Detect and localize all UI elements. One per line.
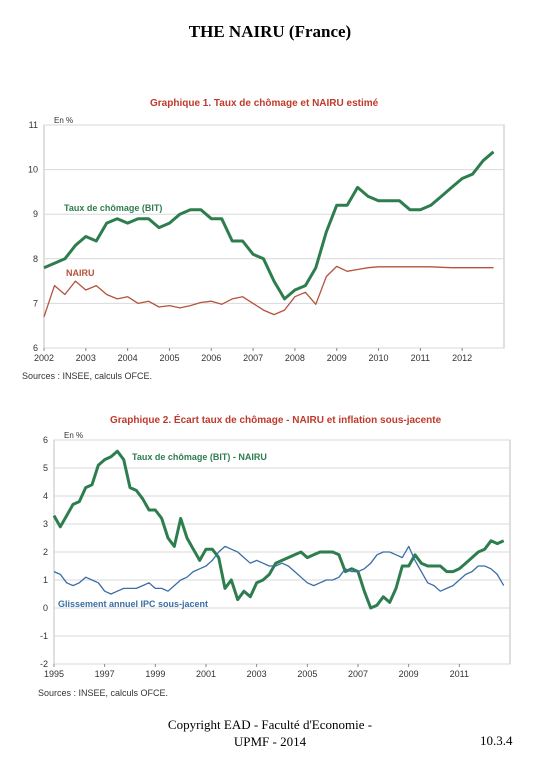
y-tick-label: 11: [29, 120, 38, 130]
series-label: Taux de chômage (BIT) - NAIRU: [132, 452, 267, 462]
x-tick-label: 2003: [247, 669, 267, 679]
x-tick-label: 2002: [34, 353, 54, 363]
x-tick-label: 2005: [297, 669, 317, 679]
x-tick-label: 2009: [327, 353, 347, 363]
series-label: NAIRU: [66, 268, 95, 278]
chart1-source: Sources : INSEE, calculs OFCE.: [22, 371, 153, 381]
y-tick-label: -2: [40, 659, 48, 669]
chart1-svg: 6 7 8 9 10 11 2002 2003 2004 2005 2006 2007 2008 2009…: [28, 116, 505, 363]
y-tick-label: 2: [43, 547, 48, 557]
x-tick-label: 2004: [118, 353, 138, 363]
y-tick-label: 1: [43, 575, 48, 585]
y-tick-label: 6: [33, 343, 38, 353]
page-title: THE NAIRU (France): [188, 22, 352, 41]
y-tick-label: 7: [33, 298, 38, 308]
x-tick-label: 2003: [76, 353, 96, 363]
x-tick-label: 2007: [243, 353, 263, 363]
series-line: [52, 449, 505, 610]
series-line: [43, 265, 494, 318]
y-tick-label: 8: [33, 254, 38, 264]
unit-label: En %: [54, 116, 73, 125]
x-tick-label: 2011: [450, 669, 469, 679]
series-line: [43, 150, 495, 301]
x-tick-label: 1999: [145, 669, 165, 679]
footer-copyright: Copyright EAD - Faculté d'Economie - UPM…: [167, 717, 373, 749]
y-tick-label: 3: [43, 519, 48, 529]
page-number: 10.3.4: [480, 733, 513, 748]
y-tick-label: 6: [43, 435, 48, 445]
x-tick-label: 1997: [95, 669, 115, 679]
x-tick-label: 2012: [452, 353, 472, 363]
series-label: Glissement annuel IPC sous-jacent: [58, 599, 208, 609]
chart2-title: Graphique 2. Écart taux de chômage - NAI…: [110, 415, 442, 426]
x-tick-label: 2007: [348, 669, 368, 679]
x-tick-label: 2008: [285, 353, 305, 363]
chart1-title: Graphique 1. Taux de chômage et NAIRU es…: [150, 98, 379, 109]
chart2-svg: -2 -1 0 1 2 3 4 5 6 1995 1997 1999 2001 2003 2005 2007 2…: [40, 431, 511, 679]
y-tick-label: 9: [33, 209, 38, 219]
y-tick-label: 0: [43, 603, 48, 613]
x-tick-label: 2005: [159, 353, 179, 363]
unit-label: En %: [64, 431, 83, 440]
x-tick-label: 2001: [196, 669, 216, 679]
y-tick-label: -1: [40, 631, 48, 641]
series-line: [53, 545, 505, 595]
x-tick-label: 2006: [201, 353, 221, 363]
y-tick-label: 4: [43, 491, 48, 501]
y-tick-label: 5: [43, 463, 48, 473]
y-tick-label: 10: [28, 165, 38, 175]
x-tick-label: 2011: [411, 353, 430, 363]
plot-area: [43, 124, 505, 349]
chart2-source: Sources : INSEE, calculs OFCE.: [38, 688, 169, 698]
series-label: Taux de chômage (BIT): [64, 203, 162, 213]
x-tick-label: 2010: [369, 353, 389, 363]
x-tick-label: 2009: [399, 669, 419, 679]
x-tick-label: 1995: [44, 669, 64, 679]
